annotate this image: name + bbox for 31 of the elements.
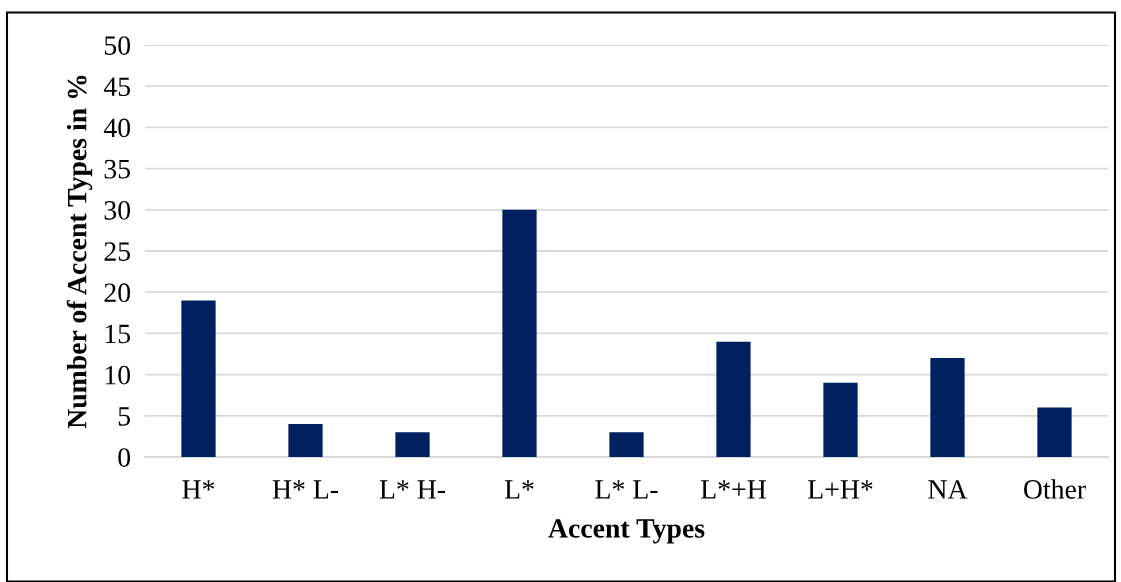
y-tick-label: 20	[104, 283, 131, 303]
bar	[930, 358, 965, 457]
y-tick-label: 35	[104, 159, 131, 179]
y-axis-title: Number of Accent Types in %	[66, 75, 93, 429]
x-tick-label: L*	[504, 480, 534, 499]
bar	[716, 341, 751, 457]
bar	[823, 382, 858, 457]
x-tick-label: H*	[182, 480, 215, 499]
bar	[502, 209, 537, 457]
y-tick-label: 0	[118, 448, 131, 467]
y-tick-label: 25	[104, 242, 131, 261]
bar	[609, 432, 644, 457]
x-tick-label: L* L-	[595, 480, 658, 499]
y-tick-label: 50	[104, 36, 131, 55]
bar	[288, 424, 323, 457]
x-tick-label: Other	[1024, 479, 1086, 499]
y-tick-label: 40	[103, 118, 131, 138]
y-tick-label: 15	[105, 324, 131, 344]
x-tick-label: L* H-	[379, 480, 446, 499]
bar	[181, 300, 216, 457]
y-tick-label: 30	[104, 200, 131, 220]
x-tick-label: NA	[928, 480, 968, 499]
bar	[395, 432, 430, 457]
y-tick-label: 45	[103, 77, 131, 97]
y-tick-label: 10	[105, 365, 131, 385]
x-axis-title: Accent Types	[548, 519, 705, 544]
bar	[1037, 407, 1072, 457]
x-tick-label: L+H*	[808, 480, 873, 499]
x-tick-label: H* L-	[272, 480, 339, 499]
y-tick-label: 5	[118, 407, 131, 426]
x-tick-label: L*+H	[701, 480, 766, 499]
